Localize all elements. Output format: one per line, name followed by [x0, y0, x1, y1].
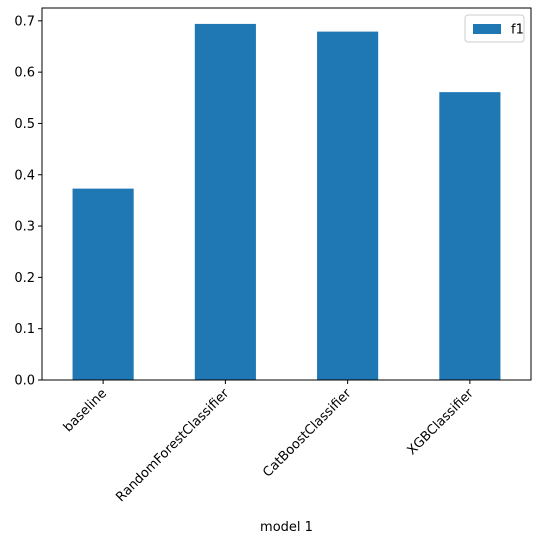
y-axis: 0.0 0.1 0.2 0.3 0.4 0.5 0.6 0.7 — [14, 14, 42, 389]
bars-group — [72, 23, 501, 381]
y-tick-label: 0.4 — [14, 168, 35, 183]
plot-frame — [41, 7, 532, 381]
y-tick-label: 0.6 — [14, 66, 35, 81]
bar-baseline — [72, 188, 134, 380]
y-tick-label: 0.7 — [14, 14, 35, 29]
bar-CatBoostClassifier — [317, 31, 379, 381]
y-tick-label: 0.0 — [14, 374, 35, 389]
legend-label: f1 — [511, 23, 524, 38]
bar-RandomForestClassifier — [194, 23, 256, 380]
x-axis-label: model 1 — [260, 520, 313, 535]
legend-swatch — [473, 24, 501, 34]
legend: f1 — [464, 14, 525, 43]
y-tick-label: 0.1 — [14, 322, 35, 337]
y-tick-label: 0.5 — [14, 117, 35, 132]
y-tick-label: 0.2 — [14, 271, 35, 286]
y-tick-label: 0.3 — [14, 220, 35, 235]
bar-XGBClassifier — [439, 92, 501, 381]
